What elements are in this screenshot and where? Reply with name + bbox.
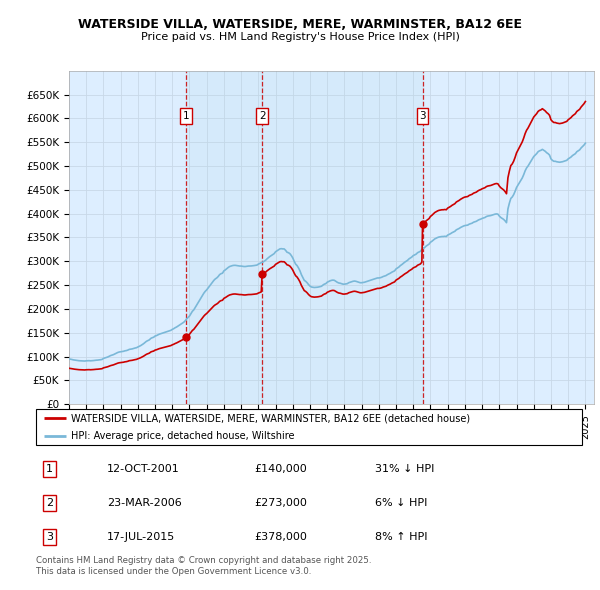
Text: 1: 1 (46, 464, 53, 474)
Text: 8% ↑ HPI: 8% ↑ HPI (374, 532, 427, 542)
Text: 6% ↓ HPI: 6% ↓ HPI (374, 498, 427, 508)
Bar (186, 71, 262, 404)
Text: 3: 3 (419, 111, 426, 121)
Text: £273,000: £273,000 (254, 498, 307, 508)
Text: Price paid vs. HM Land Registry's House Price Index (HPI): Price paid vs. HM Land Registry's House … (140, 32, 460, 41)
Text: WATERSIDE VILLA, WATERSIDE, MERE, WARMINSTER, BA12 6EE (detached house): WATERSIDE VILLA, WATERSIDE, MERE, WARMIN… (71, 413, 470, 423)
Bar (262, 71, 422, 404)
Text: WATERSIDE VILLA, WATERSIDE, MERE, WARMINSTER, BA12 6EE: WATERSIDE VILLA, WATERSIDE, MERE, WARMIN… (78, 18, 522, 31)
Text: 1: 1 (182, 111, 189, 121)
Text: £140,000: £140,000 (254, 464, 307, 474)
Text: 2: 2 (259, 111, 265, 121)
Text: 23-MAR-2006: 23-MAR-2006 (107, 498, 182, 508)
Text: 3: 3 (46, 532, 53, 542)
Text: 2: 2 (46, 498, 53, 508)
Text: 31% ↓ HPI: 31% ↓ HPI (374, 464, 434, 474)
Text: HPI: Average price, detached house, Wiltshire: HPI: Average price, detached house, Wilt… (71, 431, 295, 441)
Text: 17-JUL-2015: 17-JUL-2015 (107, 532, 175, 542)
FancyBboxPatch shape (36, 409, 582, 445)
Text: 12-OCT-2001: 12-OCT-2001 (107, 464, 180, 474)
Text: £378,000: £378,000 (254, 532, 307, 542)
Text: Contains HM Land Registry data © Crown copyright and database right 2025.
This d: Contains HM Land Registry data © Crown c… (36, 556, 371, 576)
